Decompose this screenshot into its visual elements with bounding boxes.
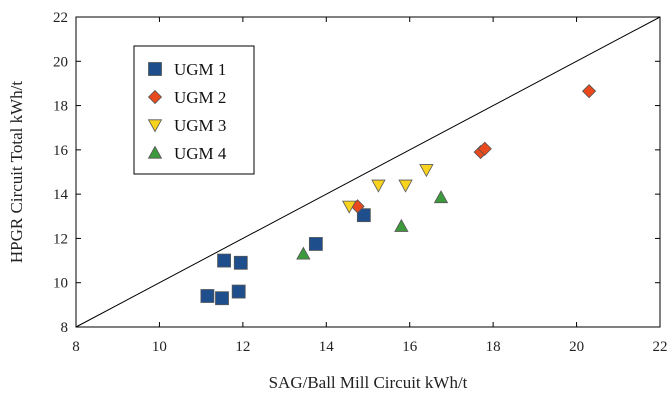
data-point-ugm-1 <box>215 291 229 306</box>
y-axis-label: HPGR Circuit Total kWh/t <box>7 81 26 263</box>
data-point-ugm-1 <box>231 284 246 299</box>
data-point-ugm-1 <box>356 208 371 223</box>
x-tick-label: 14 <box>319 339 335 355</box>
y-tick-label: 16 <box>53 143 69 159</box>
data-point-ugm-1 <box>217 253 231 268</box>
legend-marker <box>148 62 162 76</box>
x-tick-label: 20 <box>569 339 584 355</box>
reference-line-group <box>75 16 661 328</box>
x-tick-label: 10 <box>152 339 167 355</box>
legend-marker <box>147 89 163 105</box>
y-tick-label: 14 <box>53 187 69 203</box>
x-tick-label: 18 <box>486 339 501 355</box>
y-tick-label: 20 <box>53 54 68 70</box>
legend-marker <box>147 119 163 133</box>
legend-entry: UGM 2 <box>174 88 226 107</box>
data-point-ugm-4 <box>394 218 409 232</box>
y-tick-label: 22 <box>53 10 68 26</box>
legend-entry: UGM 3 <box>174 116 226 135</box>
data-point-ugm-1 <box>308 237 323 251</box>
data-point-ugm-1 <box>233 255 248 270</box>
legend-entry: UGM 4 <box>174 144 227 163</box>
x-tick-label: 12 <box>235 339 250 355</box>
plot-frame <box>75 16 661 328</box>
chart-ticks: 8 10 12 14 16 18 20 22 8 10 12 14 16 18 20 22 <box>53 10 668 355</box>
legend-entry: UGM 1 <box>174 60 226 79</box>
y-tick-label: 8 <box>61 320 69 336</box>
y-tick-label: 18 <box>53 99 68 115</box>
data-point-ugm-3 <box>342 200 357 214</box>
legend-marker <box>147 145 163 159</box>
chart-axes <box>75 16 661 328</box>
data-point-ugm-2 <box>477 141 492 156</box>
x-tick-label: 16 <box>402 339 418 355</box>
data-point-ugm-2 <box>582 84 597 99</box>
data-point-ugm-4 <box>433 190 449 204</box>
x-tick-label: 8 <box>72 339 80 355</box>
reference-line <box>75 16 661 328</box>
x-tick-label: 22 <box>653 339 668 355</box>
data-point-ugm-4 <box>296 246 311 260</box>
y-tick-label: 10 <box>53 276 68 292</box>
y-tick-label: 12 <box>53 231 68 247</box>
data-point-ugm-3 <box>419 164 434 178</box>
data-point-ugm-1 <box>200 289 215 303</box>
data-point-ugm-3 <box>398 179 413 193</box>
data-point-ugm-3 <box>371 179 386 193</box>
x-axis-label: SAG/Ball Mill Circuit kWh/t <box>269 373 468 392</box>
chart-marks <box>200 84 597 306</box>
chart-legend: UGM 1 UGM 2 UGM 3 UGM 4 <box>133 45 255 175</box>
